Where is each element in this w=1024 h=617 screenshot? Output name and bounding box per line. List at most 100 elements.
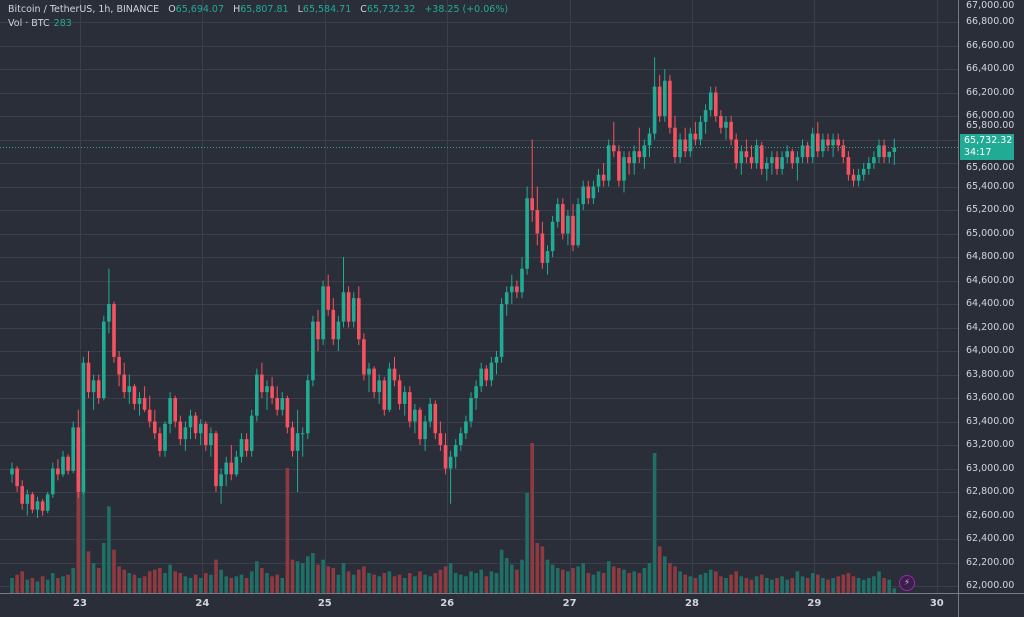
volume-bar <box>673 566 677 593</box>
open-label: O <box>168 4 176 15</box>
volume-bar <box>703 573 708 593</box>
candle-body <box>20 486 24 504</box>
candle-body <box>265 386 269 393</box>
candle-body <box>494 356 499 363</box>
candle-body <box>321 286 325 340</box>
volume-bar <box>260 568 264 593</box>
volume-bar <box>61 576 65 593</box>
candle-body <box>469 398 473 422</box>
volume-bar <box>494 573 499 593</box>
candle-body <box>382 380 387 410</box>
price-tick-label: 62,200.00 <box>966 556 1015 568</box>
candle-body <box>402 392 407 404</box>
volume-bar <box>423 574 427 593</box>
grid <box>0 0 958 593</box>
volume-bar <box>96 568 101 593</box>
candle-body <box>489 362 494 381</box>
volume-bar <box>622 569 626 593</box>
candle-body <box>428 403 432 422</box>
volume-bar <box>132 574 137 593</box>
volume-bar <box>91 563 96 593</box>
volume-bar <box>153 569 157 593</box>
candle-body <box>749 157 754 163</box>
candle-body <box>795 157 800 163</box>
candle-body <box>198 423 203 434</box>
lightning-icon[interactable]: ⚡ <box>899 575 915 591</box>
volume-bar <box>867 578 871 593</box>
volume-bar <box>861 579 866 593</box>
volume-bar <box>331 568 336 593</box>
volume-bar <box>581 563 585 593</box>
volume-bar <box>545 559 550 593</box>
last-price-tag: 65,732.32 34:17 <box>960 134 1014 161</box>
volume-bar <box>117 566 121 593</box>
candle-body <box>632 151 636 163</box>
candle-body <box>555 204 560 222</box>
candle-body <box>464 421 468 434</box>
volume-bar <box>45 579 50 593</box>
candle-body <box>872 157 876 163</box>
volume-bar <box>877 571 881 593</box>
volume-bar <box>724 578 728 593</box>
volume-bar <box>71 568 75 593</box>
candle-body <box>775 157 779 169</box>
volume-bar <box>413 576 417 593</box>
volume-bar <box>821 578 825 593</box>
price-tick-label: 64,400.00 <box>966 298 1015 309</box>
candle-body <box>290 427 295 451</box>
volume-bar <box>76 479 81 593</box>
price-tick-label: 66,000.00 <box>966 110 1015 121</box>
candles <box>10 57 897 518</box>
candle-body <box>397 380 402 404</box>
volume-bar <box>647 563 652 593</box>
candle-body <box>484 368 489 381</box>
volume-bar <box>510 564 514 593</box>
volume-bar <box>244 578 249 593</box>
volume-bar <box>239 574 244 593</box>
candle-body <box>336 321 341 340</box>
volume-bar <box>382 573 387 593</box>
volume-bar <box>540 546 545 593</box>
symbol-title[interactable]: Bitcoin / TetherUS, 1h, BINANCE <box>8 4 160 15</box>
time-tick-label: 29 <box>807 598 822 609</box>
candle-body <box>122 374 126 393</box>
candle-body <box>270 386 274 398</box>
candle-body <box>688 133 693 152</box>
volume-bar <box>224 576 228 593</box>
candle-body <box>612 145 616 152</box>
price-tick-label: 65,800.00 <box>966 120 1015 132</box>
candle-body <box>765 163 769 169</box>
candle-body <box>821 139 825 152</box>
candle-body <box>357 298 361 340</box>
candle-body <box>601 174 606 181</box>
candle-body <box>703 110 708 122</box>
volume-bar <box>474 573 478 593</box>
volume-bar <box>484 576 489 593</box>
candle-body <box>790 151 795 163</box>
candle-body <box>168 398 172 424</box>
candle-body <box>275 398 279 410</box>
volume-bar <box>555 568 560 593</box>
time-tick-label: 26 <box>440 598 455 609</box>
volume-bar <box>229 578 234 593</box>
candle-body <box>673 127 677 158</box>
volume-bar <box>163 573 167 593</box>
candle-body <box>285 398 290 428</box>
candle-body <box>25 494 30 504</box>
volume-bar <box>459 574 463 593</box>
candle-body <box>137 398 142 404</box>
price-tick-label: 63,600.00 <box>966 392 1015 403</box>
candle-body <box>535 210 540 234</box>
candle-body <box>642 145 647 158</box>
candle-body <box>229 462 234 475</box>
volume-bar <box>617 568 621 593</box>
candle-body <box>841 145 846 158</box>
volume-bar <box>627 573 631 593</box>
candle-body <box>76 427 81 492</box>
volume-label[interactable]: Vol · BTC <box>8 18 50 29</box>
volume-bar <box>831 578 835 593</box>
candle-body <box>785 151 789 158</box>
volume-value: 283 <box>53 18 72 29</box>
candle-body <box>683 139 687 152</box>
